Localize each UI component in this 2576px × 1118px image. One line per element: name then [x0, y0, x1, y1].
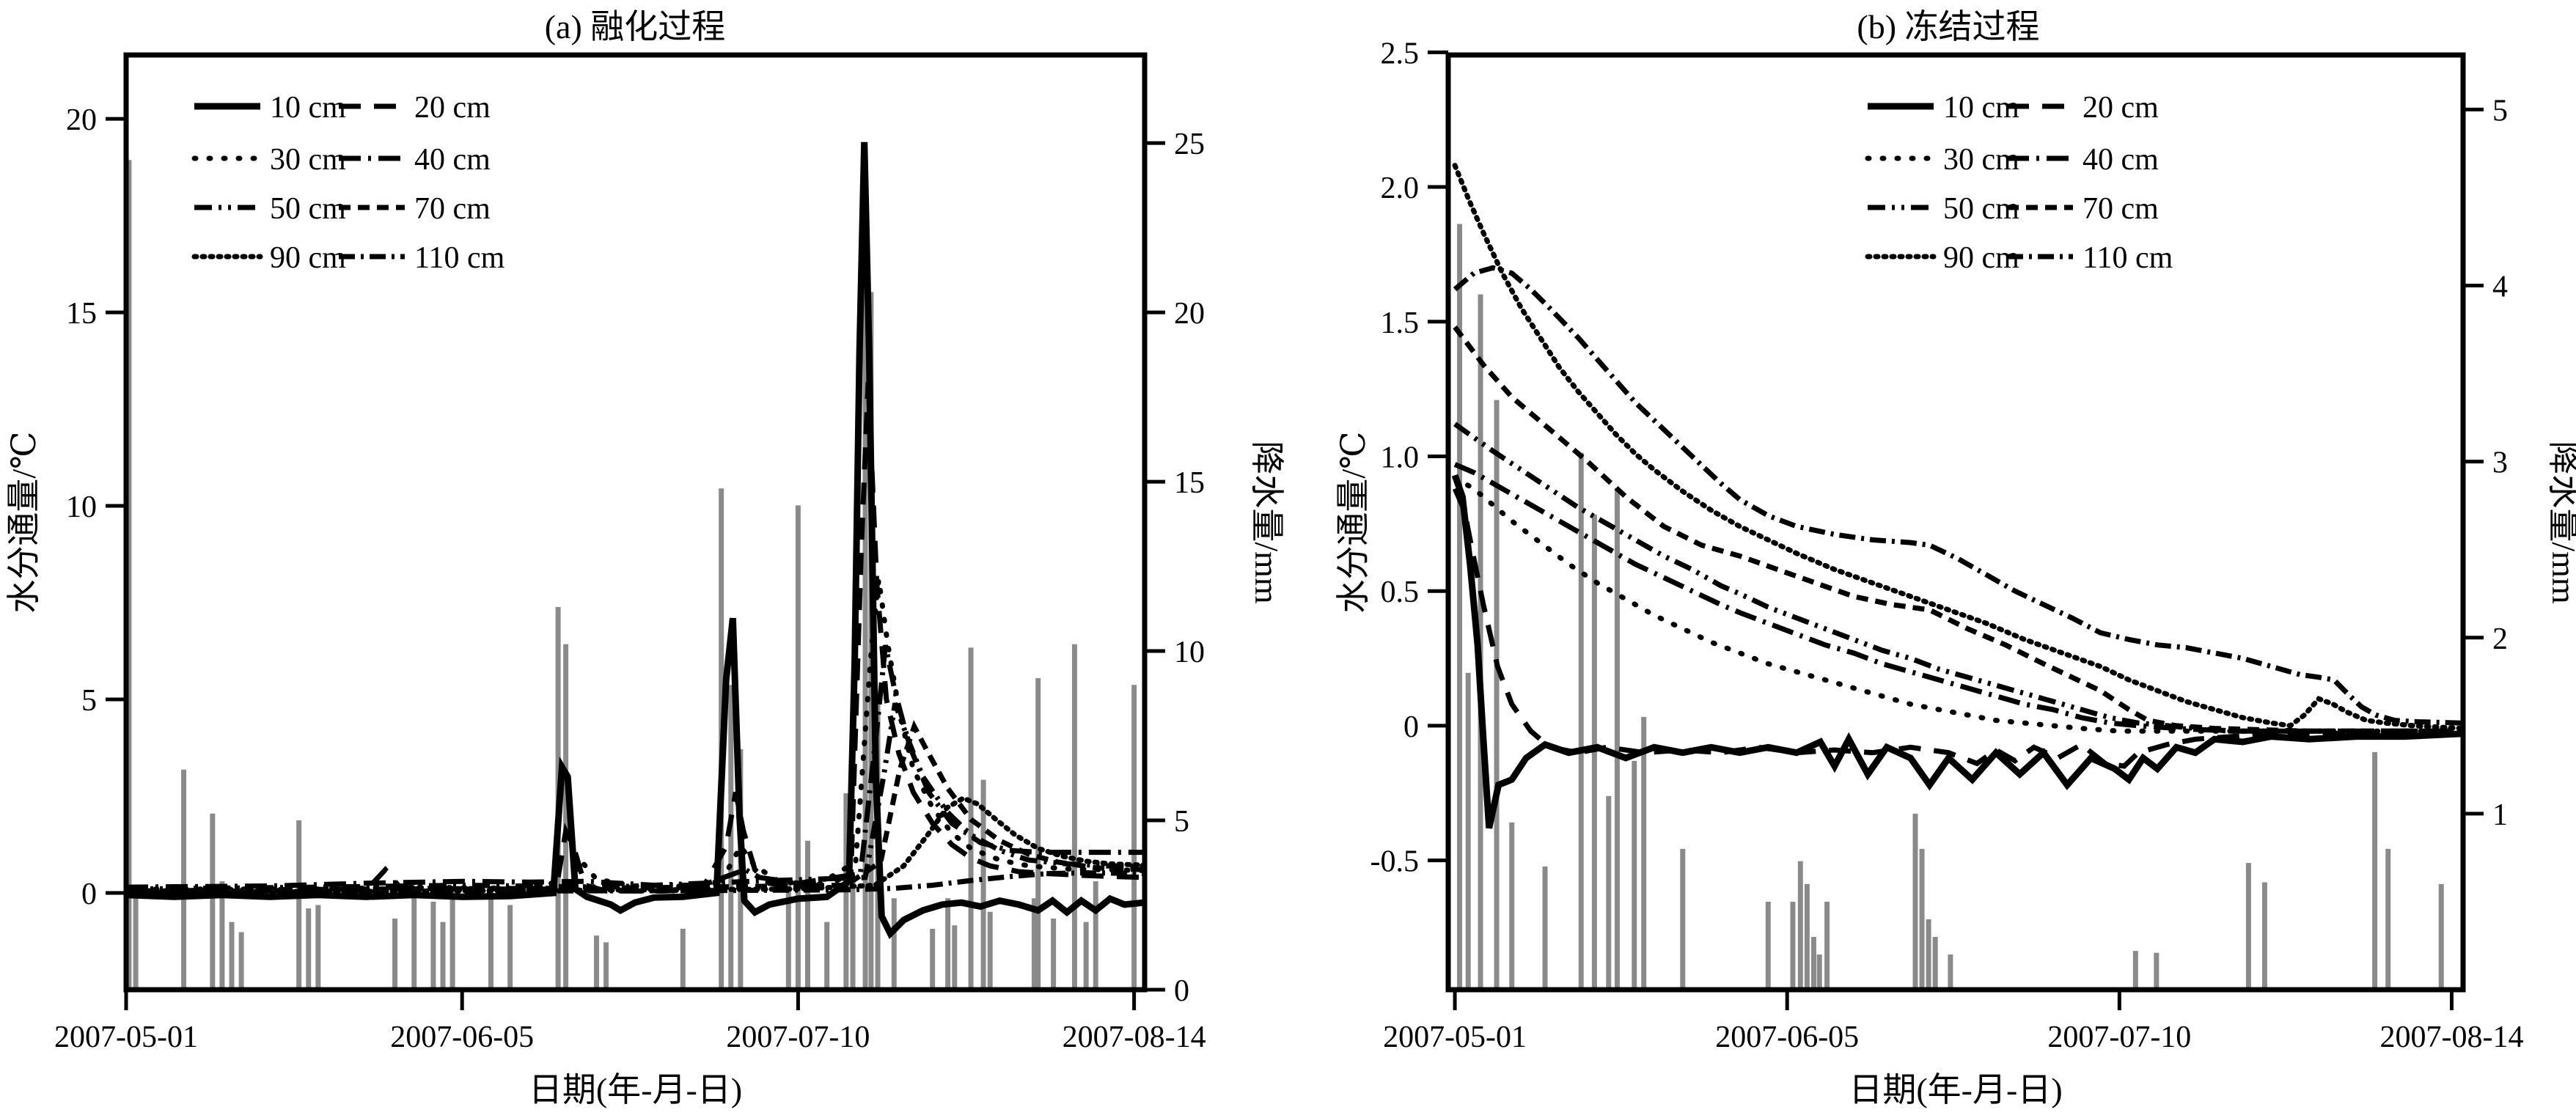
series-40cm [125, 644, 1144, 890]
x-tick-label: 2007-08-14 [1063, 1020, 1206, 1054]
y-left-tick-label: 0 [1403, 710, 1419, 744]
series-20cm [1452, 488, 2462, 769]
series-10cm [125, 141, 1145, 940]
y-axis-right: 0 5 10 15 20 25 降水量/mm [1145, 128, 1285, 1008]
flux-series [123, 141, 1147, 940]
y-left-tick-label: 2.5 [1381, 37, 1420, 70]
y-left-axis-label: 水分通量/℃ [5, 431, 43, 613]
plot-frame [1445, 52, 2466, 993]
x-axis-label: 日期(年-月-日) [1849, 1071, 2062, 1108]
panel-thawing-process: 2007-05-01 2007-06-05 2007-07-10 2007-08-14… [5, 8, 1285, 1108]
y-right-tick-label: 15 [1174, 466, 1205, 500]
y-left-tick-label: 0 [81, 878, 97, 911]
legend-label: 40 cm [414, 143, 491, 177]
series-10cm [1451, 474, 2462, 829]
legend: 10 cm 20 cm 30 cm 40 cm 50 cm 70 cm 90 cm 110 c… [191, 91, 505, 275]
y-right-tick-label: 3 [2492, 446, 2508, 480]
series-70cm [125, 720, 1144, 894]
x-axis-label: 日期(年-月-日) [529, 1071, 742, 1108]
y-right-axis-label: 降水量/mm [2545, 441, 2576, 604]
freezing-chart: 2007-05-01 2007-06-05 2007-07-10 2007-08-14… [1335, 8, 2576, 1108]
y-left-tick-label: -0.5 [1370, 845, 1420, 879]
y-left-tick-label: 10 [66, 490, 97, 524]
legend-label: 20 cm [414, 91, 491, 125]
legend-label: 110 cm [2083, 241, 2173, 275]
y-right-tick-label: 0 [1174, 974, 1189, 1008]
y-right-axis-label: 降水量/mm [1248, 441, 1285, 604]
panel-title: (a) 融化过程 [545, 8, 726, 45]
series-30cm [123, 578, 1147, 892]
legend-label: 110 cm [414, 241, 505, 275]
flux-series [1451, 163, 2464, 829]
y-right-tick-label: 25 [1174, 128, 1205, 161]
y-left-tick-label: 1.5 [1381, 306, 1420, 340]
x-axis: 2007-05-01 2007-06-05 2007-07-10 2007-08-14… [54, 990, 1206, 1108]
series-90cm [1452, 163, 2464, 732]
legend-label: 50 cm [270, 192, 346, 226]
x-tick-label: 2007-07-10 [2047, 1020, 2191, 1054]
precipitation-bars [1457, 224, 2444, 988]
series-110cm [1453, 265, 2462, 726]
y-axis-left: 0 5 10 15 20 水分通量/℃ [5, 103, 126, 911]
legend-label: 70 cm [414, 192, 491, 226]
x-tick-label: 2007-08-14 [2379, 1020, 2523, 1054]
y-left-tick-label: 5 [81, 684, 97, 718]
legend-label: 20 cm [2083, 91, 2159, 125]
y-right-tick-label: 10 [1174, 636, 1205, 669]
x-tick-label: 2007-05-01 [54, 1020, 198, 1054]
y-right-tick-label: 5 [2492, 94, 2508, 128]
y-left-tick-label: 1.0 [1381, 441, 1420, 474]
legend-label: 30 cm [270, 143, 346, 177]
series-50cm [125, 702, 1144, 892]
series-40cm [1453, 462, 2462, 734]
y-left-axis-label: 水分通量/℃ [1335, 431, 1372, 613]
legend-label: 90 cm [270, 241, 346, 275]
legend-label: 30 cm [1943, 143, 2019, 177]
x-tick-label: 2007-07-10 [726, 1020, 870, 1054]
panel-title: (b) 冻结过程 [1857, 8, 2039, 45]
y-axis-left: -0.5 0 0.5 1.0 1.5 2.0 2.5 水分通量/℃ [1335, 37, 1448, 879]
legend-label: 90 cm [1943, 241, 2019, 275]
legend-label: 70 cm [2083, 192, 2159, 226]
y-left-tick-label: 2.0 [1381, 172, 1420, 205]
panel-freezing-process: 2007-05-01 2007-06-05 2007-07-10 2007-08-14… [1288, 0, 2576, 1118]
y-axis-right: 1 2 3 4 5 降水量/mm [2463, 94, 2576, 832]
y-left-tick-label: 15 [66, 297, 97, 331]
series-30cm [1452, 475, 2464, 734]
y-left-tick-label: 20 [66, 103, 97, 137]
x-axis: 2007-05-01 2007-06-05 2007-07-10 2007-08-14… [1383, 990, 2523, 1108]
legend-label: 10 cm [270, 91, 346, 125]
y-right-tick-label: 2 [2492, 622, 2508, 656]
y-left-tick-label: 0.5 [1381, 575, 1420, 609]
x-tick-label: 2007-06-05 [1715, 1020, 1859, 1054]
legend-label: 10 cm [1943, 91, 2019, 125]
y-right-tick-label: 4 [2492, 271, 2508, 304]
legend-label: 40 cm [2083, 143, 2159, 177]
y-right-tick-label: 20 [1174, 297, 1205, 331]
series-70cm [1453, 325, 2462, 734]
x-tick-label: 2007-05-01 [1383, 1020, 1527, 1054]
series-110cm [125, 870, 1144, 896]
legend: 10 cm 20 cm 30 cm 40 cm 50 cm 70 cm 90 cm 110 c… [1865, 91, 2173, 275]
y-right-tick-label: 5 [1174, 805, 1189, 839]
legend-label: 50 cm [1943, 192, 2019, 226]
series-50cm [1453, 422, 2462, 734]
x-tick-label: 2007-06-05 [390, 1020, 534, 1054]
plot-frame [123, 52, 1148, 993]
y-right-tick-label: 1 [2492, 798, 2508, 832]
thawing-chart: 2007-05-01 2007-06-05 2007-07-10 2007-08-14… [5, 8, 1285, 1108]
